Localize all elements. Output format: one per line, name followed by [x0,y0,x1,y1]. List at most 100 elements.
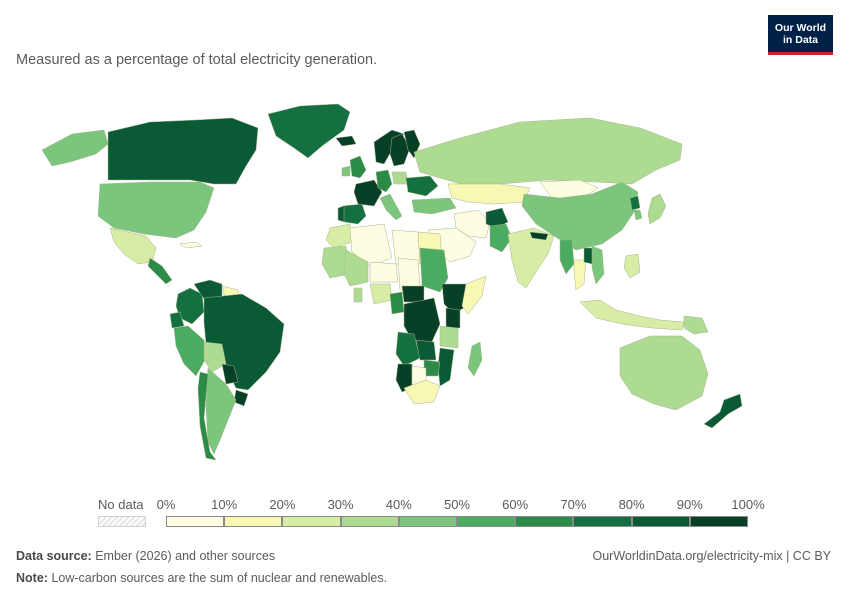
country-pakistan[interactable] [489,223,513,253]
country-france[interactable] [353,179,383,207]
country-nepal[interactable] [529,231,549,241]
country-chile[interactable] [197,371,217,461]
data-source: Data source: Ember (2026) and other sour… [16,549,275,563]
legend-tick-label: 20% [269,497,296,512]
country-madagascar[interactable] [467,341,483,377]
country-chad[interactable] [397,257,421,291]
color-legend: No data 0% 10% 20% 30% 40% 50% 60% 70% 80% 90% 100… [98,496,778,536]
country-north-korea[interactable] [629,195,641,211]
country-philippines[interactable] [623,253,641,279]
country-mozambique[interactable] [437,347,455,387]
country-tanzania[interactable] [439,325,459,349]
source-url[interactable]: OurWorldinData.org/electricity-mix | CC … [592,549,832,563]
country-bolivia[interactable] [203,341,227,373]
country-vietnam[interactable] [591,245,605,285]
country-new-zealand[interactable] [703,393,743,429]
legend-tick-label: 70% [560,497,587,512]
legend-tick-label: 0% [156,497,176,512]
data-source-label: Data source: [16,549,92,563]
country-kazakhstan[interactable] [447,183,531,205]
world-map [41,103,743,461]
country-argentina[interactable] [205,367,237,455]
legend-tick-label: 10% [211,497,238,512]
country-cameroon[interactable] [389,291,405,315]
chart-note: Note: Low-carbon sources are the sum of … [16,571,387,585]
country-algeria[interactable] [349,223,393,267]
country-poland[interactable] [391,171,409,185]
country-mauritania[interactable] [321,245,351,279]
country-central-america[interactable] [147,257,173,285]
country-portugal[interactable] [337,205,345,223]
legend-color-bin[interactable] [340,516,399,527]
legend-tick-label: 40% [385,497,412,512]
legend-color-bin[interactable] [282,516,341,527]
country-thailand[interactable] [573,259,587,291]
country-uruguay[interactable] [233,389,249,407]
data-source-text[interactable]: Ember (2026) and other sources [95,549,276,563]
country-mali[interactable] [343,249,369,287]
country-south-korea[interactable] [633,209,643,221]
legend-tick-label: 90% [676,497,703,512]
country-angola[interactable] [395,331,421,367]
country-iceland[interactable] [335,135,357,147]
country-papua-new-guinea[interactable] [683,315,709,335]
legend-color-bin[interactable] [398,516,457,527]
country-spain[interactable] [341,203,367,225]
country-libya[interactable] [391,229,421,265]
country-sweden[interactable] [389,133,411,167]
legend-color-bin[interactable] [457,516,516,527]
legend-tick-label: 30% [327,497,354,512]
country-ghana[interactable] [353,287,363,303]
note-label: Note: [16,571,48,585]
legend-color-bin[interactable] [166,516,225,527]
country-germany[interactable] [375,169,393,193]
country-niger[interactable] [369,261,399,283]
legend-no-data-swatch[interactable] [98,516,146,527]
country-myanmar[interactable] [559,239,575,275]
legend-no-data-label: No data [98,497,144,512]
legend-color-bin[interactable] [689,516,748,527]
country-united-states[interactable] [97,181,215,239]
country-turkey[interactable] [411,197,457,215]
legend-color-bin[interactable] [573,516,632,527]
country-united-states[interactable] [41,129,109,167]
country-kenya[interactable] [445,307,461,329]
legend-color-bin[interactable] [631,516,690,527]
country-zambia[interactable] [415,339,437,361]
country-brazil[interactable] [203,293,285,391]
country-russia[interactable] [413,117,683,187]
country-canada[interactable] [107,117,259,185]
legend-tick-label: 100% [731,497,765,512]
country-japan[interactable] [647,193,667,225]
country-south-africa[interactable] [403,379,441,405]
country-morocco[interactable] [325,223,353,249]
legend-tick-label: 60% [502,497,529,512]
country-china[interactable] [521,181,639,251]
country-colombia[interactable] [175,287,205,325]
legend-color-bin[interactable] [224,516,283,527]
note-text: Low-carbon sources are the sum of nuclea… [51,571,388,585]
country-zimbabwe[interactable] [423,359,441,377]
country-somalia[interactable] [461,275,487,315]
country-greenland[interactable] [267,103,351,159]
legend-color-bin[interactable] [515,516,574,527]
owid-logo[interactable]: Our World in Data [768,15,833,55]
country-mexico[interactable] [109,227,157,265]
country-australia[interactable] [619,335,709,411]
logo-line-1: Our World [774,21,827,34]
chart-subtitle: Measured as a percentage of total electr… [16,52,378,68]
country-central-african-republic[interactable] [401,285,425,303]
country-ireland[interactable] [341,165,351,177]
logo-line-2: in Data [782,33,818,46]
legend-tick-label: 80% [618,497,645,512]
country-italy[interactable] [379,193,403,221]
country-nigeria[interactable] [369,283,393,305]
country-ecuador[interactable] [169,311,185,329]
country-cuba[interactable] [179,241,203,249]
country-paraguay[interactable] [221,363,239,385]
country-peru[interactable] [173,325,207,377]
country-india[interactable] [507,227,555,289]
country-indonesia[interactable] [579,299,685,331]
country-united-kingdom[interactable] [349,155,367,179]
country-ukraine[interactable] [405,175,439,197]
